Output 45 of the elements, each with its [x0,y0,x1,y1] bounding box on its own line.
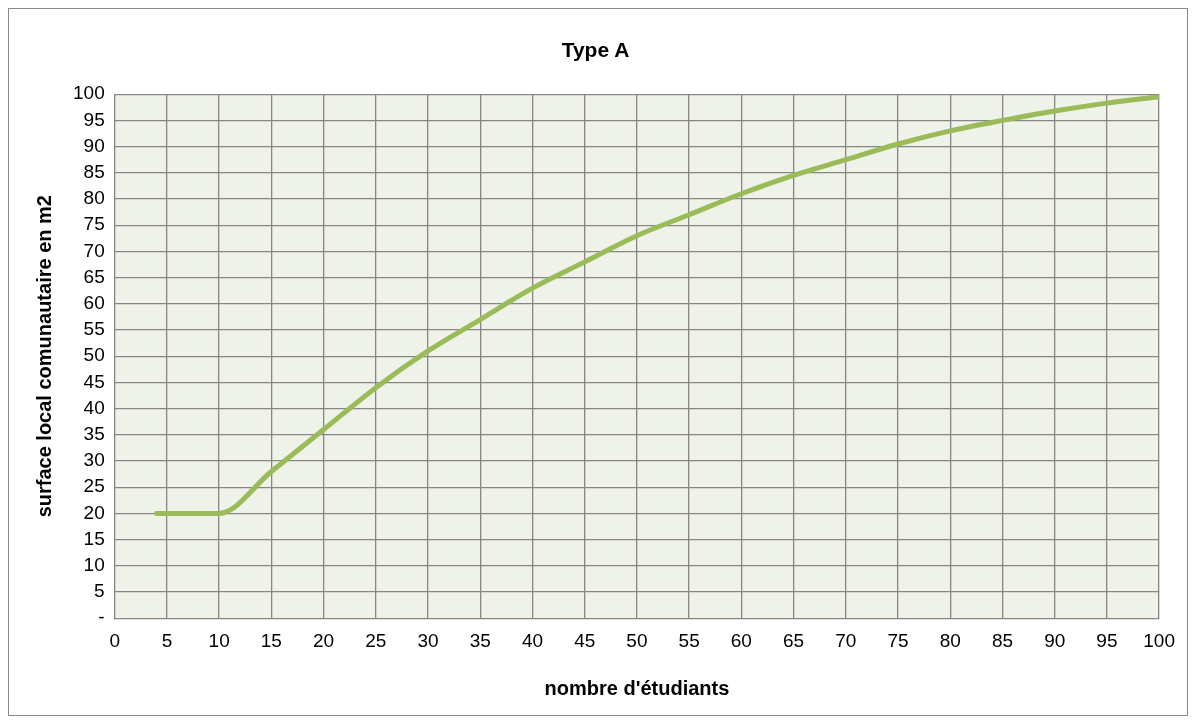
y-tick-label: 70 [83,239,105,261]
y-tick-label: 30 [83,449,105,471]
y-tick-label: 40 [83,396,105,418]
y-tick-label: - [98,606,105,628]
x-tick-label: 55 [678,629,700,651]
y-tick-label: 5 [94,580,105,602]
x-tick-label: 60 [730,629,752,651]
x-tick-label: 75 [887,629,909,651]
y-tick-label: 80 [83,187,105,209]
y-tick-label: 15 [83,527,105,549]
x-tick-label: 35 [469,629,491,651]
x-tick-label: 100 [1143,629,1175,651]
x-tick-label: 0 [109,629,120,651]
y-tick-label: 25 [83,475,105,497]
x-tick-label: 90 [1044,629,1066,651]
x-tick-label: 45 [574,629,596,651]
y-tick-label: 50 [83,344,105,366]
x-tick-label: 95 [1096,629,1118,651]
y-tick-label: 55 [83,318,105,340]
x-tick-label: 85 [991,629,1014,651]
chart-title: Type A [561,38,630,62]
x-tick-label: 10 [208,629,230,651]
x-tick-label: 80 [939,629,961,651]
y-tick-label: 65 [83,265,105,287]
x-tick-label: 50 [626,629,648,651]
x-tick-label: 25 [365,629,387,651]
y-tick-label: 85 [83,161,105,183]
y-tick-label: 35 [83,423,105,445]
y-tick-label: 90 [83,134,105,156]
x-tick-label: 65 [783,629,805,651]
x-axis-title: nombre d'étudiants [544,676,730,699]
y-tick-label: 95 [83,108,105,130]
y-axis-title: surface local comunautaire en m2 [32,195,55,518]
x-tick-label: 30 [417,629,439,651]
x-tick-label: 15 [260,629,282,651]
x-tick-label: 40 [521,629,544,651]
y-tick-label: 45 [83,370,105,392]
y-tick-label: 10 [83,554,105,576]
y-tick-label: 60 [83,292,105,314]
y-tick-label: 75 [83,213,105,235]
y-tick-label: 20 [83,501,105,523]
y-tick-label: 100 [73,82,105,104]
x-tick-label: 70 [835,629,857,651]
x-tick-label: 20 [313,629,335,651]
x-tick-label: 5 [161,629,173,651]
